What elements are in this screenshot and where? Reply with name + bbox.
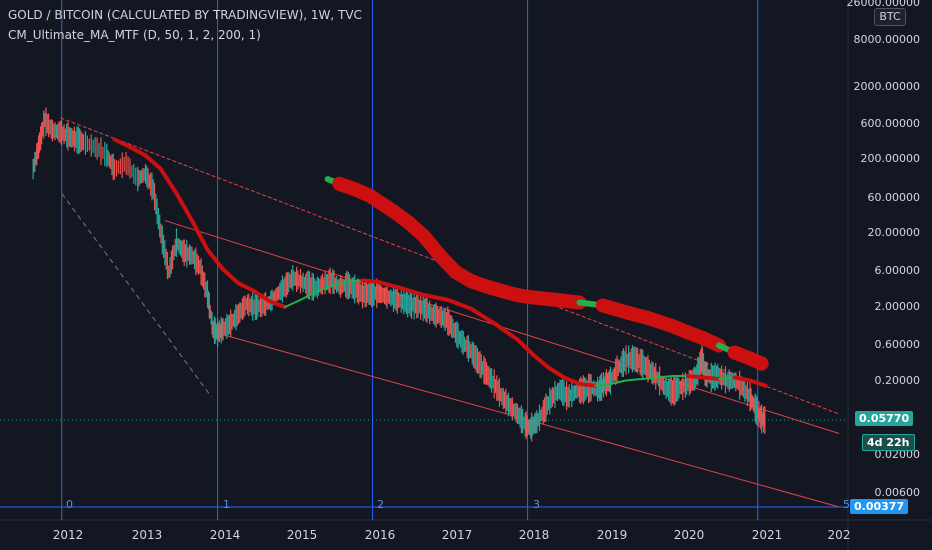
time-tick: 2012 [52, 528, 84, 542]
price-tick: 2000.00000 [853, 80, 920, 93]
currency-badge[interactable]: BTC [874, 8, 906, 26]
price-tick: 60.00000 [867, 191, 921, 204]
ma-line-segment [609, 379, 627, 385]
time-tick: 2016 [364, 528, 396, 542]
price-tick: 600.00000 [860, 117, 921, 130]
price-tick: 20.00000 [867, 226, 921, 239]
ma-line-segment [330, 280, 348, 287]
ma-line-segment [422, 293, 450, 302]
price-tick: 6.00000 [874, 264, 921, 277]
time-tick: 2018 [518, 528, 550, 542]
ma-line-segment [732, 375, 752, 383]
ma200-band-segment [743, 351, 769, 371]
last-price-label: 0.05770 [855, 411, 914, 426]
ma-line-segment [625, 377, 643, 382]
price-tick: 0.20000 [874, 374, 921, 387]
ma200-band-segment [549, 292, 587, 310]
ma-line-segment [640, 376, 658, 380]
ma-line-segment [399, 286, 427, 298]
ma-line-segment [562, 375, 582, 386]
time-tick: 2014 [209, 528, 241, 542]
ma-line-segment [748, 378, 768, 388]
time-tick: 2017 [441, 528, 473, 542]
ma-line-segment [515, 337, 535, 357]
price-tick: 0.02000 [874, 448, 921, 461]
ma-line-segment [299, 290, 317, 301]
vertical-line-label: 2 [377, 498, 384, 511]
ma-line-segment [546, 365, 566, 380]
time-tick: 2015 [286, 528, 318, 542]
ma-line-segment [346, 279, 364, 283]
ma-line-segment [221, 267, 241, 286]
time-tick: 2020 [673, 528, 705, 542]
ma-line-segment [701, 375, 721, 381]
price-tick: 200.00000 [860, 152, 921, 165]
ma-line-segment [205, 247, 225, 272]
symbol-title[interactable]: GOLD / BITCOIN (CALCULATED BY TRADINGVIE… [8, 8, 362, 22]
ma-line-segment [376, 279, 404, 291]
indicator-legend[interactable]: CM_Ultimate_MA_MTF (D, 50, 1, 2, 200, 1) [8, 28, 261, 42]
ma-line-segment [236, 281, 256, 294]
vertical-line-label: 1 [223, 498, 230, 511]
vertical-line-label: 3 [533, 498, 540, 511]
marker-price-label: 0.00377 [850, 499, 909, 514]
dashed-trendline [61, 193, 212, 398]
ma-line-segment [159, 167, 179, 196]
ma-line-segment [492, 321, 520, 342]
ma-line-segment [252, 289, 272, 304]
price-tick: 0.60000 [874, 338, 921, 351]
price-axis-top-label: 26000.00000 [846, 0, 920, 9]
price-tick: 0.00600 [874, 486, 921, 499]
time-tick: 202 [827, 528, 851, 542]
ma-line-segment [718, 376, 736, 380]
vertical-line-label: 0 [66, 498, 73, 511]
ma-line-segment [143, 153, 163, 172]
vertical-line-label: 5 [843, 498, 850, 511]
ma-line-segment [112, 137, 132, 150]
ma-line-segment [656, 375, 674, 379]
ma-line-segment [594, 382, 612, 387]
time-tick: 2013 [131, 528, 163, 542]
ma-line-segment [469, 306, 497, 326]
price-tick: 8000.00000 [853, 33, 920, 46]
ma-line-segment [190, 218, 210, 252]
ma-line-segment [315, 284, 333, 293]
price-tick: 2.00000 [874, 300, 921, 313]
time-tick: 2019 [596, 528, 628, 542]
ma-line-segment [577, 381, 597, 388]
ma-line-segment [686, 374, 706, 380]
ma-line-segment [267, 299, 287, 309]
ma-line-segment [284, 298, 302, 308]
ma-line-segment [360, 278, 380, 284]
ma-line-segment [531, 352, 551, 370]
time-tick: 2021 [751, 528, 783, 542]
ma-line-segment [174, 191, 194, 223]
ma-line-segment [128, 145, 148, 158]
bar-countdown-label: 4d 22h [862, 434, 915, 451]
ma-line-segment [445, 297, 473, 311]
